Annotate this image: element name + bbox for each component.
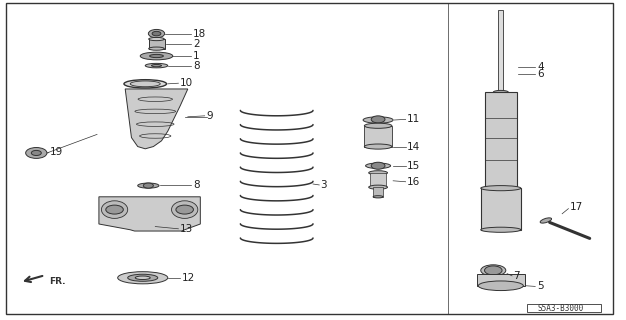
Ellipse shape (369, 171, 387, 175)
Text: 6: 6 (537, 69, 544, 79)
Text: 19: 19 (50, 147, 63, 157)
Circle shape (485, 266, 502, 275)
Circle shape (371, 162, 385, 169)
Ellipse shape (493, 91, 508, 94)
Text: 17: 17 (570, 202, 583, 212)
Text: 7: 7 (513, 271, 520, 281)
Ellipse shape (130, 81, 160, 87)
Text: 9: 9 (207, 111, 213, 121)
Text: 4: 4 (537, 62, 544, 72)
Text: 3: 3 (321, 180, 327, 190)
Bar (370, 173, 386, 187)
Ellipse shape (481, 265, 506, 276)
Polygon shape (99, 197, 200, 231)
Ellipse shape (149, 37, 164, 41)
Circle shape (152, 31, 161, 36)
Text: 8: 8 (193, 180, 200, 190)
Ellipse shape (373, 196, 383, 198)
Text: S5A3-B3000: S5A3-B3000 (537, 304, 583, 313)
Bar (481, 188, 521, 230)
Circle shape (26, 148, 47, 158)
Text: 11: 11 (407, 114, 420, 124)
Ellipse shape (151, 65, 162, 67)
Text: 1: 1 (193, 51, 200, 61)
Text: 16: 16 (407, 177, 420, 187)
Ellipse shape (540, 218, 552, 223)
Ellipse shape (118, 272, 168, 284)
Text: 12: 12 (182, 273, 195, 283)
Ellipse shape (138, 183, 159, 188)
Text: 15: 15 (407, 161, 420, 171)
Bar (364, 126, 392, 147)
Ellipse shape (366, 163, 391, 168)
Text: 18: 18 (193, 28, 206, 39)
Bar (485, 92, 517, 188)
Bar (498, 10, 503, 92)
Ellipse shape (172, 201, 198, 219)
Polygon shape (125, 89, 188, 149)
Ellipse shape (140, 52, 173, 60)
Text: 2: 2 (193, 39, 200, 49)
Ellipse shape (128, 274, 158, 281)
Ellipse shape (364, 144, 392, 149)
Bar (477, 274, 525, 286)
Text: FR.: FR. (49, 277, 65, 286)
Circle shape (371, 116, 385, 123)
Ellipse shape (135, 276, 150, 280)
Ellipse shape (124, 80, 167, 88)
Ellipse shape (369, 185, 387, 189)
Bar (373, 187, 383, 197)
Ellipse shape (478, 281, 523, 291)
Ellipse shape (101, 201, 128, 219)
Circle shape (176, 205, 193, 214)
Bar (527, 304, 601, 312)
Ellipse shape (145, 63, 168, 68)
Text: 13: 13 (180, 224, 193, 234)
Ellipse shape (363, 117, 393, 123)
Ellipse shape (481, 227, 521, 232)
Circle shape (143, 183, 153, 188)
Bar (149, 39, 165, 49)
Text: 8: 8 (193, 60, 200, 71)
Ellipse shape (149, 47, 164, 50)
Circle shape (148, 29, 165, 38)
Text: 14: 14 (407, 141, 420, 152)
Circle shape (31, 150, 41, 156)
Ellipse shape (150, 54, 163, 58)
Text: 10: 10 (180, 78, 193, 88)
Text: 5: 5 (537, 281, 544, 292)
Ellipse shape (364, 123, 392, 128)
Ellipse shape (481, 186, 521, 191)
Circle shape (106, 205, 123, 214)
